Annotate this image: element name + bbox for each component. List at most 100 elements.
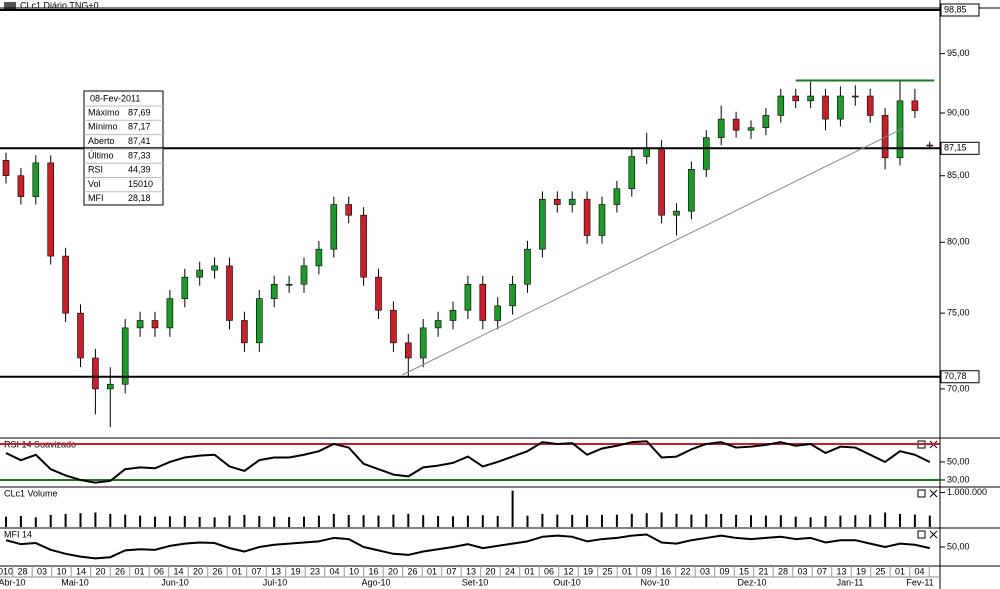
x-day-label: 25 [602, 566, 612, 576]
y-tick-label: 95,00 [947, 48, 970, 58]
x-day-label: 20 [388, 566, 398, 576]
candle-body [330, 204, 338, 250]
volume-bar [571, 514, 574, 527]
x-day-label: 26 [407, 566, 417, 576]
volume-bar [705, 514, 708, 527]
candle-body [151, 320, 159, 329]
candle-body [598, 204, 606, 236]
candle-body [77, 312, 84, 359]
x-day-label: 28 [778, 566, 788, 576]
candle-body [360, 214, 367, 278]
volume-bar [839, 515, 842, 527]
tooltip-label: RSI [88, 165, 103, 175]
x-day-label: 19 [583, 566, 593, 576]
x-month-label: Out-10 [553, 577, 581, 587]
x-day-label: 13 [271, 566, 281, 576]
x-day-label: 14 [76, 566, 86, 576]
volume-bar [809, 517, 812, 527]
x-day-label: 03 [37, 566, 47, 576]
volume-bar [407, 513, 410, 527]
tooltip-label: Máximo [88, 107, 120, 117]
candle-body [404, 342, 412, 359]
indicator-line [5, 533, 931, 560]
drawn-line [402, 127, 905, 376]
candle-body [375, 276, 382, 311]
candle-body [32, 162, 40, 197]
volume-bar [49, 514, 52, 527]
volume-bar [690, 514, 693, 527]
x-day-label: 16 [368, 566, 378, 576]
x-month-label: Abr-10 [0, 577, 26, 587]
candle-body [211, 265, 218, 271]
y-tick-label: 90,00 [947, 107, 970, 117]
volume-bar [601, 514, 603, 527]
price-label-box [940, 3, 980, 17]
volume-bar [303, 516, 305, 527]
x-month-label: Jun-10 [161, 577, 189, 587]
tooltip-label: Aberto [88, 136, 115, 146]
tooltip-value: 44,39 [128, 165, 151, 175]
candle-body [553, 198, 561, 205]
y-tick-label: 1.000.000 [947, 487, 987, 497]
volume-bar [615, 514, 618, 527]
volume-bar [317, 515, 320, 527]
x-day-label: 01 [134, 566, 144, 576]
candle-body [300, 265, 308, 285]
y-tick-label: 75,00 [947, 308, 970, 318]
tooltip-value: 87,69 [128, 107, 151, 117]
x-day-label: 25 [875, 566, 885, 576]
x-day-label: 06 [544, 566, 554, 576]
candle-body [92, 357, 99, 390]
candle-body [524, 248, 531, 285]
panel-title: MFI 14 [4, 529, 32, 539]
volume-bar [511, 490, 514, 527]
volume-bar [109, 513, 112, 527]
volume-bar [228, 515, 231, 527]
volume-bar [899, 513, 901, 527]
x-day-label: 03 [700, 566, 710, 576]
candle-body [822, 95, 829, 120]
x-day-label: 28 [17, 566, 27, 576]
volume-bar [273, 516, 276, 527]
candle-body [837, 95, 844, 120]
volume-bar [764, 515, 767, 527]
candle-body [494, 305, 502, 321]
volume-bar [556, 514, 559, 527]
candle-body [226, 265, 233, 321]
x-day-label: 07 [446, 566, 456, 576]
price-label-box [940, 370, 980, 384]
candle-body [136, 320, 144, 329]
tooltip-date: 08-Fev-2011 [90, 93, 140, 103]
volume-bar [675, 513, 678, 527]
candle-body [464, 283, 472, 311]
candle-body [107, 383, 114, 390]
candle-body [509, 283, 516, 307]
x-day-label: 2010 [0, 566, 13, 576]
candle-body [345, 204, 353, 216]
tooltip-label: MFI [88, 193, 104, 203]
volume-bar [913, 514, 916, 527]
candle-body [315, 248, 323, 267]
x-month-label: Jan-11 [837, 577, 864, 587]
volume-bar [854, 515, 857, 527]
x-month-label: Nov-10 [640, 577, 669, 587]
x-day-label: 21 [758, 566, 768, 576]
volume-bar [660, 512, 663, 527]
tooltip-value: 15010 [128, 179, 153, 189]
volume-bar [750, 515, 752, 527]
x-day-label: 20 [193, 566, 203, 576]
x-day-label: 01 [427, 566, 437, 576]
x-month-label: Jul-10 [263, 577, 288, 587]
volume-bar [183, 515, 186, 527]
candle-body [896, 100, 904, 159]
candle-body [17, 175, 25, 197]
candle-body [673, 210, 680, 216]
price-label: 87,15 [944, 143, 967, 153]
candle-body [732, 118, 740, 131]
volume-bar [884, 512, 887, 527]
panel-close [929, 489, 938, 498]
volume-bar [198, 516, 201, 527]
candle-body [717, 118, 725, 138]
volume-bar [794, 516, 797, 527]
